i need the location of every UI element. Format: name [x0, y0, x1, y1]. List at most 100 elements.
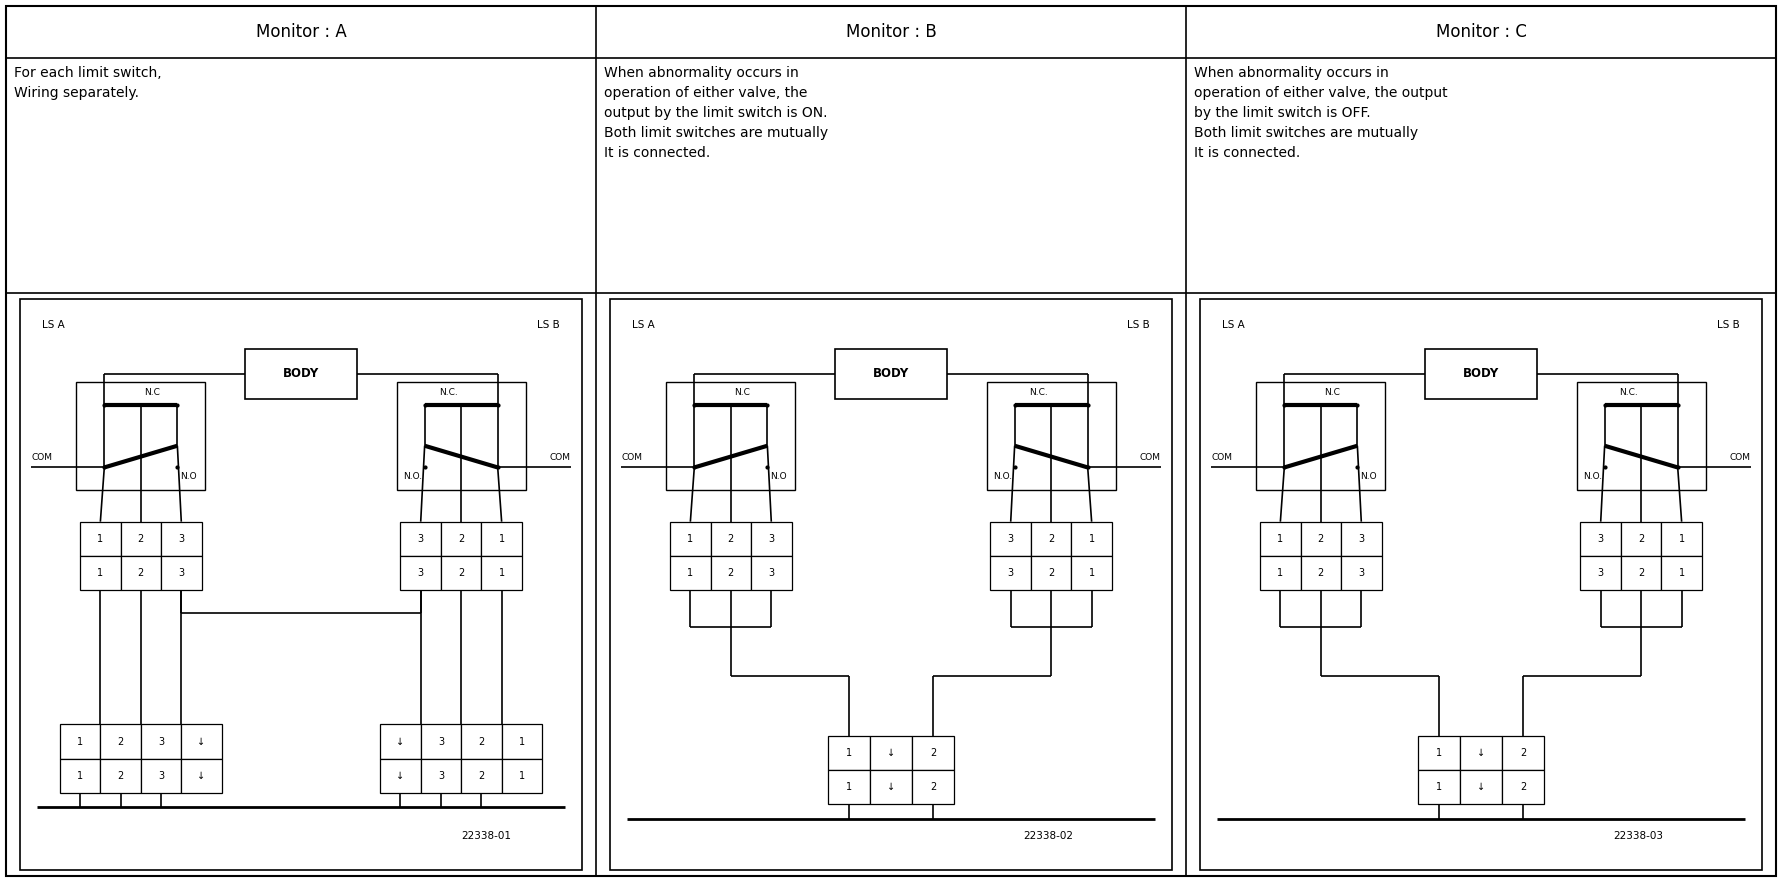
Text: 2: 2	[930, 748, 936, 758]
Bar	[380, 724, 421, 759]
Text: N.O: N.O	[180, 472, 196, 481]
Bar	[141, 724, 182, 759]
Bar	[670, 556, 711, 590]
Bar	[100, 724, 141, 759]
Text: 2: 2	[1317, 568, 1324, 578]
Bar	[61, 759, 100, 793]
Text: N.C: N.C	[144, 387, 160, 397]
Text: BODY: BODY	[1463, 367, 1499, 380]
Bar	[182, 724, 221, 759]
Text: 3: 3	[768, 534, 775, 544]
Bar	[1577, 382, 1705, 490]
Bar	[182, 759, 221, 793]
Bar	[750, 556, 791, 590]
Bar	[670, 521, 711, 556]
Text: 2: 2	[137, 534, 144, 544]
Bar	[1459, 770, 1502, 804]
Text: 1: 1	[77, 736, 84, 746]
Bar	[1199, 299, 1762, 870]
Text: LS A: LS A	[1222, 319, 1246, 330]
Text: 3: 3	[159, 771, 164, 781]
Text: 1: 1	[1436, 782, 1442, 792]
Text: 3: 3	[438, 771, 444, 781]
Text: ↓: ↓	[1477, 782, 1484, 792]
Text: 1: 1	[846, 782, 852, 792]
Text: 3: 3	[768, 568, 775, 578]
Text: BODY: BODY	[873, 367, 909, 380]
Bar	[1032, 556, 1071, 590]
Bar	[1256, 382, 1385, 490]
Text: 1: 1	[499, 534, 504, 544]
Text: ↓: ↓	[887, 748, 895, 758]
Bar	[80, 556, 121, 590]
Bar	[380, 759, 421, 793]
Bar	[401, 556, 440, 590]
Bar	[1301, 556, 1342, 590]
Text: ↓: ↓	[396, 771, 405, 781]
Text: ↓: ↓	[396, 736, 405, 746]
Bar	[462, 724, 503, 759]
Bar	[440, 521, 481, 556]
Text: COM: COM	[1212, 452, 1231, 461]
Text: When abnormality occurs in
operation of either valve, the output
by the limit sw: When abnormality occurs in operation of …	[1194, 66, 1447, 161]
Text: 2: 2	[727, 534, 734, 544]
Text: 1: 1	[98, 534, 103, 544]
Text: LS B: LS B	[1716, 319, 1739, 330]
Bar	[912, 736, 953, 770]
Text: 3: 3	[1358, 534, 1365, 544]
Text: 2: 2	[1520, 782, 1525, 792]
Text: N.O: N.O	[770, 472, 788, 481]
Text: For each limit switch,
Wiring separately.: For each limit switch, Wiring separately…	[14, 66, 162, 100]
Bar	[834, 348, 948, 399]
Bar	[80, 521, 121, 556]
Bar	[1071, 556, 1112, 590]
Bar	[711, 556, 750, 590]
Bar	[77, 382, 205, 490]
Bar	[503, 724, 542, 759]
Text: 2: 2	[1048, 534, 1055, 544]
Text: 1: 1	[1278, 534, 1283, 544]
Bar	[829, 736, 870, 770]
Text: LS B: LS B	[536, 319, 560, 330]
Text: 1: 1	[1436, 748, 1442, 758]
Text: Monitor : C: Monitor : C	[1436, 23, 1527, 41]
Text: 1: 1	[688, 568, 693, 578]
Bar	[1071, 521, 1112, 556]
Bar	[160, 521, 201, 556]
Text: 3: 3	[1007, 534, 1014, 544]
Text: COM: COM	[551, 452, 570, 461]
Bar	[20, 299, 583, 870]
Bar	[61, 724, 100, 759]
Text: N.C.: N.C.	[1620, 387, 1638, 397]
Bar	[829, 770, 870, 804]
Bar	[1459, 736, 1502, 770]
Bar	[440, 556, 481, 590]
Text: Monitor : A: Monitor : A	[255, 23, 346, 41]
Text: Monitor : B: Monitor : B	[846, 23, 936, 41]
Text: N.O.: N.O.	[993, 472, 1012, 481]
Text: 3: 3	[417, 534, 424, 544]
Text: 1: 1	[1089, 568, 1094, 578]
Bar	[481, 556, 522, 590]
Bar	[1032, 521, 1071, 556]
Text: 3: 3	[1598, 568, 1604, 578]
Bar	[870, 736, 912, 770]
Bar	[1622, 556, 1661, 590]
Text: 2: 2	[727, 568, 734, 578]
Text: N.C: N.C	[734, 387, 750, 397]
Text: 1: 1	[499, 568, 504, 578]
Text: 2: 2	[118, 736, 123, 746]
Text: 3: 3	[159, 736, 164, 746]
Text: 1: 1	[98, 568, 103, 578]
Text: 2: 2	[1317, 534, 1324, 544]
Bar	[401, 521, 440, 556]
Bar	[121, 521, 160, 556]
Text: BODY: BODY	[283, 367, 319, 380]
Bar	[991, 521, 1032, 556]
Bar	[421, 759, 462, 793]
Text: 2: 2	[930, 782, 936, 792]
Text: 1: 1	[519, 736, 526, 746]
Bar	[609, 299, 1173, 870]
Text: COM: COM	[1730, 452, 1750, 461]
Text: N.O.: N.O.	[1582, 472, 1602, 481]
